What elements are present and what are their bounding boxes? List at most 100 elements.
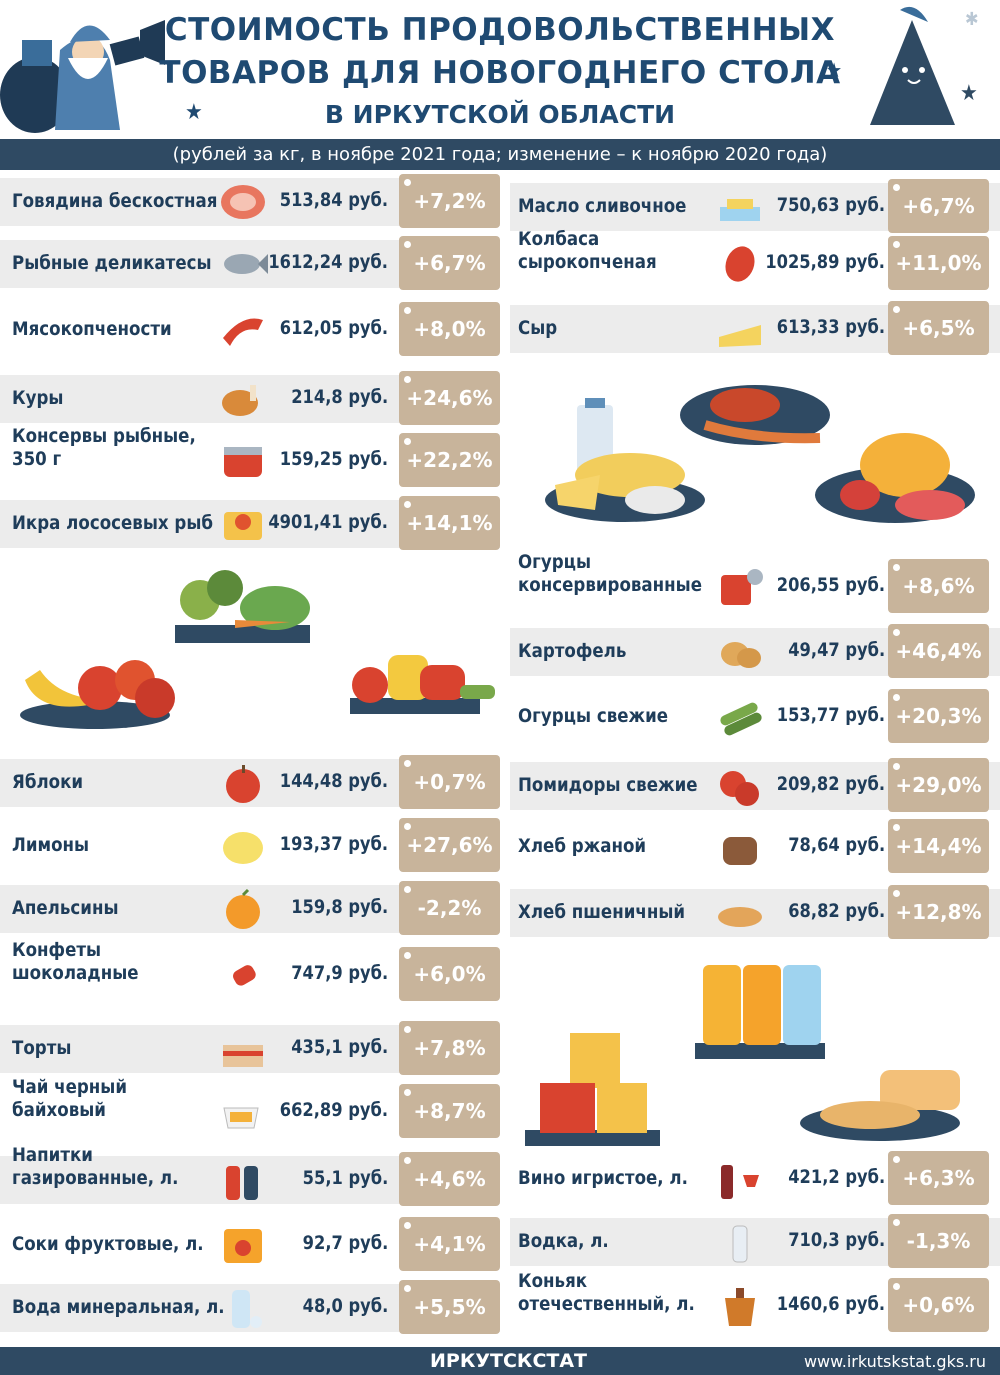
fish-icon xyxy=(218,242,268,286)
product-price: 662,89 руб. xyxy=(279,1100,388,1121)
product-price: 153,77 руб. xyxy=(776,705,885,726)
product-name: Чай черный байховый xyxy=(12,1076,127,1122)
price-change-badge: +8,7% xyxy=(399,1084,500,1138)
product-price: 4901,41 руб. xyxy=(268,512,388,533)
product-name-line-1: Конфеты xyxy=(12,940,102,961)
page-title-line-1: СТОИМОСТЬ ПРОДОВОЛЬСТВЕННЫХ xyxy=(164,12,836,48)
star-icon: ★ xyxy=(185,100,203,125)
product-name-line-1: Вода минеральная, л. xyxy=(12,1297,225,1318)
price-change-badge: +6,7% xyxy=(399,236,500,290)
product-name-line-1: Напитки xyxy=(12,1145,93,1166)
product-name-line-1: Торты xyxy=(12,1038,72,1059)
product-price: 1612,24 руб. xyxy=(268,252,388,273)
price-change-badge: +14,1% xyxy=(399,496,500,550)
page-title-line-2: ТОВАРОВ ДЛЯ НОВОГОДНЕГО СТОЛА xyxy=(159,55,841,91)
cognac-icon xyxy=(715,1284,765,1328)
product-price: 159,25 руб. xyxy=(279,449,388,470)
product-name-line-2: 350 г xyxy=(12,449,62,470)
product-name-line-1: Лимоны xyxy=(12,835,90,856)
product-name-line-1: Куры xyxy=(12,388,64,409)
footer-url[interactable]: www.irkutskstat.gks.ru xyxy=(803,1352,986,1371)
lemon-icon xyxy=(218,824,268,868)
product-name: Консервы рыбные, 350 г xyxy=(12,425,196,471)
tomato-icon xyxy=(715,764,765,808)
potato-icon xyxy=(715,630,765,674)
product-name: Огурцы консервированные xyxy=(518,551,702,597)
product-name: Напитки газированные, л. xyxy=(12,1144,178,1190)
product-price: 1025,89 руб. xyxy=(765,252,885,273)
candy-icon xyxy=(218,953,268,997)
product-name-line-1: Консервы рыбные, xyxy=(12,426,196,447)
product-name-line-1: Огурцы свежие xyxy=(518,706,669,727)
product-name: Соки фруктовые, л. xyxy=(12,1233,204,1256)
price-change-badge: +6,7% xyxy=(888,179,989,233)
product-name-line-1: Говядина бескостная xyxy=(12,191,218,212)
product-price: 747,9 руб. xyxy=(291,963,388,984)
product-name-line-1: Мясокопчености xyxy=(12,319,172,340)
product-name-line-1: Сыр xyxy=(518,318,558,339)
price-change-badge: +4,1% xyxy=(399,1217,500,1271)
product-name-line-1: Огурцы xyxy=(518,552,592,573)
product-name: Говядина бескостная xyxy=(12,190,217,213)
price-change-badge: +12,8% xyxy=(888,885,989,939)
product-name: Икра лососевых рыб xyxy=(12,512,213,535)
product-name: Яблоки xyxy=(12,771,83,794)
product-name: Куры xyxy=(12,387,63,410)
product-name-line-1: Масло сливочное xyxy=(518,196,687,217)
dairy-meat-illustration xyxy=(545,385,975,523)
product-price: 612,05 руб. xyxy=(279,318,388,339)
product-price: 710,3 руб. xyxy=(788,1230,885,1251)
apple-icon xyxy=(218,761,268,805)
product-name: Вода минеральная, л. xyxy=(12,1296,225,1319)
price-change-badge: -2,2% xyxy=(399,881,500,935)
bacon-icon xyxy=(218,308,268,352)
price-change-badge: +0,7% xyxy=(399,755,500,809)
price-change-badge: +4,6% xyxy=(399,1152,500,1206)
price-change-badge: +5,5% xyxy=(399,1280,500,1334)
pickles-icon xyxy=(715,565,765,609)
star-icon: ★ xyxy=(826,58,843,82)
price-change-badge: +6,5% xyxy=(888,301,989,355)
product-name-line-1: Помидоры свежие xyxy=(518,775,698,796)
wine-icon xyxy=(715,1157,765,1201)
product-name: Колбаса сырокопченая xyxy=(518,228,657,274)
price-change-badge: +22,2% xyxy=(399,433,500,487)
product-name: Рыбные деликатесы xyxy=(12,252,212,275)
svg-text:✱: ✱ xyxy=(965,9,979,30)
product-name-line-1: Водка, л. xyxy=(518,1231,609,1252)
cake-icon xyxy=(218,1027,268,1071)
water-icon xyxy=(218,1286,268,1330)
product-price: 78,64 руб. xyxy=(788,835,885,856)
product-name-line-1: Хлеб ржаной xyxy=(518,836,647,857)
sausage-icon xyxy=(715,242,765,286)
product-name-line-2: отечественный, л. xyxy=(518,1294,695,1315)
product-name: Водка, л. xyxy=(518,1230,609,1253)
meat-icon xyxy=(218,180,268,224)
product-name-line-2: байховый xyxy=(12,1100,106,1121)
price-change-badge: +6,3% xyxy=(888,1151,989,1205)
caviar-icon xyxy=(218,502,268,546)
product-name-line-1: Вино игристое, л. xyxy=(518,1168,688,1189)
price-change-badge: +0,6% xyxy=(888,1278,989,1332)
price-change-badge: +14,4% xyxy=(888,819,989,873)
product-name-line-1: Картофель xyxy=(518,641,627,662)
product-name-line-1: Коньяк xyxy=(518,1271,588,1292)
product-price: 48,0 руб. xyxy=(302,1296,388,1317)
product-price: 92,7 руб. xyxy=(302,1233,388,1254)
juice-icon xyxy=(218,1223,268,1267)
wheat-bread-icon xyxy=(715,891,765,935)
price-change-badge: +7,2% xyxy=(399,174,500,228)
product-price: 206,55 руб. xyxy=(776,575,885,596)
rye-bread-icon xyxy=(715,825,765,869)
product-price: 421,2 руб. xyxy=(788,1167,885,1188)
product-price: 209,82 руб. xyxy=(776,774,885,795)
product-name: Хлеб пшеничный xyxy=(518,901,685,924)
product-name: Коньяк отечественный, л. xyxy=(518,1270,695,1316)
footer-org: ИРКУТСКСТАТ xyxy=(430,1350,588,1372)
christmas-tree-illustration: ★ ✱ xyxy=(870,6,979,125)
product-name-line-1: Рыбные деликатесы xyxy=(12,253,212,274)
product-name-line-1: Апельсины xyxy=(12,898,119,919)
butter-icon xyxy=(715,185,765,229)
product-price: 750,63 руб. xyxy=(776,195,885,216)
product-price: 68,82 руб. xyxy=(788,901,885,922)
